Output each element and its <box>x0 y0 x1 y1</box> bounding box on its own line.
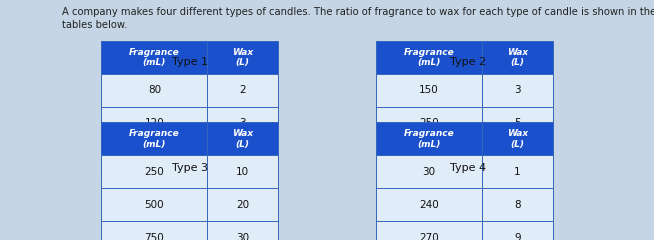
Text: Type 1: Type 1 <box>171 57 208 67</box>
Text: Type 2: Type 2 <box>449 57 486 67</box>
Text: A company makes four different types of candles. The ratio of fragrance to wax f: A company makes four different types of … <box>62 7 654 30</box>
Text: Type 3: Type 3 <box>171 163 208 173</box>
Text: Type 4: Type 4 <box>449 163 486 173</box>
